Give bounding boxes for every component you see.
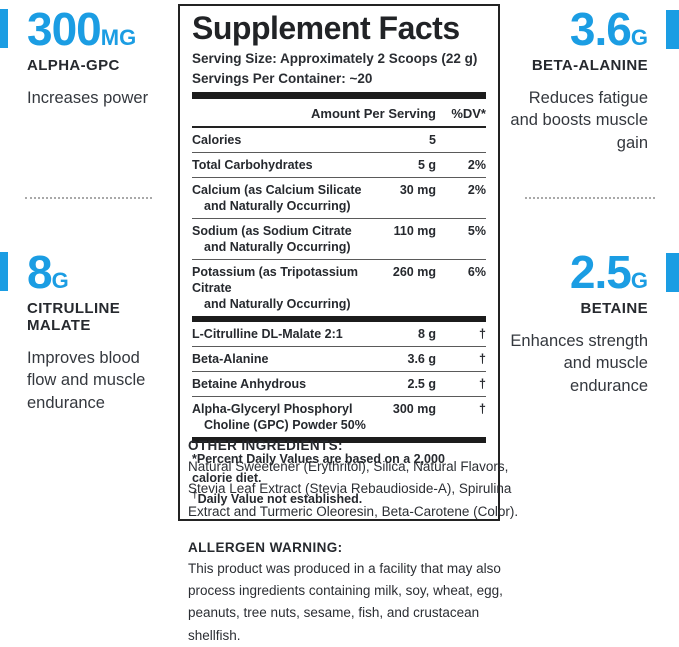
callout-amount: 2.5G <box>502 249 648 295</box>
table-row: Betaine Anhydrous 2.5 g † <box>192 370 486 396</box>
table-row: L-Citrulline DL-Malate 2:1 8 g † <box>192 322 486 346</box>
callout-betaine: 2.5G BETAINE Enhances strength and muscl… <box>502 249 679 397</box>
ingredient-benefit: Improves blood flow and muscle endurance <box>27 349 146 412</box>
amount-unit: G <box>630 25 648 50</box>
panel-footnotes: *Percent Daily Values are based on a 2,0… <box>192 443 486 510</box>
nutrient-dv: 6% <box>467 264 486 279</box>
nutrient-amount: 30 mg <box>399 182 436 197</box>
nutrient-amount: 8 g <box>417 326 436 341</box>
ingredient-benefit: Increases power <box>27 89 149 107</box>
nutrient-amount: 5 g <box>417 157 436 172</box>
right-dotted-divider <box>525 197 655 199</box>
nutrient-amount: 260 mg <box>392 264 436 279</box>
nutrient-dv: 2% <box>467 157 486 172</box>
nutrient-dv: † <box>479 351 486 366</box>
serving-size: Serving Size: Approximately 2 Scoops (22… <box>192 50 478 66</box>
other-ingredients-heading: OTHER INGREDIENTS: <box>188 438 343 453</box>
ingredient-name: ALPHA-GPC <box>27 57 120 74</box>
supplement-label: { "accent_color": "#1b9de3", "callouts":… <box>0 4 679 643</box>
servings-per-container: Servings Per Container: ~20 <box>192 70 373 86</box>
bottom-info-block: OTHER INGREDIENTS: Natural Sweetener (Er… <box>188 438 524 647</box>
facts-section-macros: Calories 5 Total Carbohydrates 5 g 2% Ca… <box>192 128 486 316</box>
nutrient-name: Betaine Anhydrous <box>192 376 307 391</box>
nutrient-amount: 3.6 g <box>407 351 437 366</box>
nutrient-name: Calcium (as Calcium Silicate and Naturall… <box>192 182 370 214</box>
ingredient-benefit: Enhances strength and muscle endurance <box>510 332 648 395</box>
facts-header-row: Amount Per Serving %DV* <box>192 99 486 128</box>
accent-bar-betaine <box>666 253 679 292</box>
allergen-warning-text: This product was produced in a facility … <box>188 560 503 643</box>
amount-unit: G <box>51 268 69 293</box>
nutrient-name-line2: and Naturally Occurring) <box>204 198 351 213</box>
nutrient-amount: 110 mg <box>393 223 436 238</box>
thick-divider <box>192 91 486 99</box>
nutrient-name: L-Citrulline DL-Malate 2:1 <box>192 326 343 341</box>
nutrient-name-line2: and Naturally Occurring) <box>204 239 351 254</box>
nutrient-name: Sodium (as Sodium Citrate and Naturally O… <box>192 223 370 255</box>
nutrient-name-line1: Potassium (as Tripotassium Citrate <box>192 264 359 295</box>
amount-value: 300 <box>27 3 102 55</box>
nutrient-name: Alpha-Glyceryl Phosphoryl Choline (GPC) P… <box>192 401 370 433</box>
callout-amount: 300MG <box>27 6 178 52</box>
ingredient-name: CITRULLINE MALATE <box>27 300 121 334</box>
amount-value: 2.5 <box>569 246 632 298</box>
panel-title: Supplement Facts <box>192 10 460 46</box>
footnote-daily-values: *Percent Daily Values are based on a 2,0… <box>192 451 445 485</box>
table-row: Total Carbohydrates 5 g 2% <box>192 151 486 177</box>
nutrient-dv: † <box>479 401 486 416</box>
amount-unit: MG <box>100 25 137 50</box>
table-row: Beta-Alanine 3.6 g † <box>192 345 486 371</box>
callout-beta-alanine: 3.6G BETA-ALANINE Reduces fatigue and bo… <box>502 6 679 154</box>
footnote-not-established: †Daily Value not established. <box>192 488 486 510</box>
callout-amount: 8G <box>27 249 178 295</box>
nutrient-name: Potassium (as Tripotassium Citrate and Na… <box>192 264 370 312</box>
ingredient-benefit: Reduces fatigue and boosts muscle gain <box>510 89 648 152</box>
nutrient-name-line2: and Naturally Occurring) <box>204 296 351 311</box>
nutrient-name: Total Carbohydrates <box>192 157 313 172</box>
ingredient-name: BETA-ALANINE <box>531 57 648 74</box>
table-row: Sodium (as Sodium Citrate and Naturally O… <box>192 217 486 259</box>
nutrient-name-line1: Calcium (as Calcium Silicate <box>192 182 362 197</box>
footnote-text: Daily Value not established. <box>197 492 363 507</box>
accent-bar-alpha-gpc <box>0 9 8 48</box>
table-row: Alpha-Glyceryl Phosphoryl Choline (GPC) P… <box>192 395 486 437</box>
callout-amount: 3.6G <box>502 6 648 52</box>
nutrient-dv: 5% <box>467 223 486 238</box>
thick-divider <box>192 436 486 443</box>
nutrient-name-line1: Alpha-Glyceryl Phosphoryl <box>192 401 353 416</box>
accent-bar-beta-alanine <box>666 10 679 49</box>
amount-unit: G <box>630 268 648 293</box>
table-row: Calories 5 <box>192 128 486 152</box>
nutrient-dv: † <box>479 376 486 391</box>
nutrient-amount: 300 mg <box>392 401 436 416</box>
dagger-symbol: † <box>192 490 198 502</box>
table-row: Potassium (as Tripotassium Citrate and Na… <box>192 258 486 316</box>
ingredient-name: BETAINE <box>580 300 648 317</box>
accent-bar-citrulline <box>0 252 8 291</box>
thick-divider <box>192 315 486 322</box>
nutrient-amount: 2.5 g <box>407 376 437 391</box>
supplement-facts-panel: Supplement Facts Serving Size: Approxima… <box>178 4 500 521</box>
nutrient-name-line1: Sodium (as Sodium Citrate <box>192 223 352 238</box>
left-dotted-divider <box>25 197 152 199</box>
nutrient-dv: † <box>479 326 486 341</box>
nutrient-name: Beta-Alanine <box>192 351 269 366</box>
callout-citrulline-malate: 8G CITRULLINE MALATE Improves blood flow… <box>0 249 178 414</box>
table-row: Calcium (as Calcium Silicate and Naturall… <box>192 176 486 218</box>
callout-alpha-gpc: 300MG ALPHA-GPC Increases power <box>0 6 178 109</box>
nutrient-name: Calories <box>192 132 242 147</box>
column-amount-per-serving: Amount Per Serving <box>311 105 436 121</box>
column-percent-dv: %DV* <box>451 105 486 121</box>
amount-value: 8 <box>27 246 53 298</box>
nutrient-amount: 5 <box>429 132 436 147</box>
nutrient-dv: 2% <box>467 182 486 197</box>
nutrient-name-line2: Choline (GPC) Powder 50% <box>204 417 366 432</box>
amount-value: 3.6 <box>569 3 632 55</box>
allergen-warning-heading: ALLERGEN WARNING: <box>188 539 343 555</box>
other-ingredients-text: Natural Sweetener (Erythritol), Silica, … <box>188 459 519 519</box>
facts-section-actives: L-Citrulline DL-Malate 2:1 8 g † Beta-Al… <box>192 322 486 437</box>
